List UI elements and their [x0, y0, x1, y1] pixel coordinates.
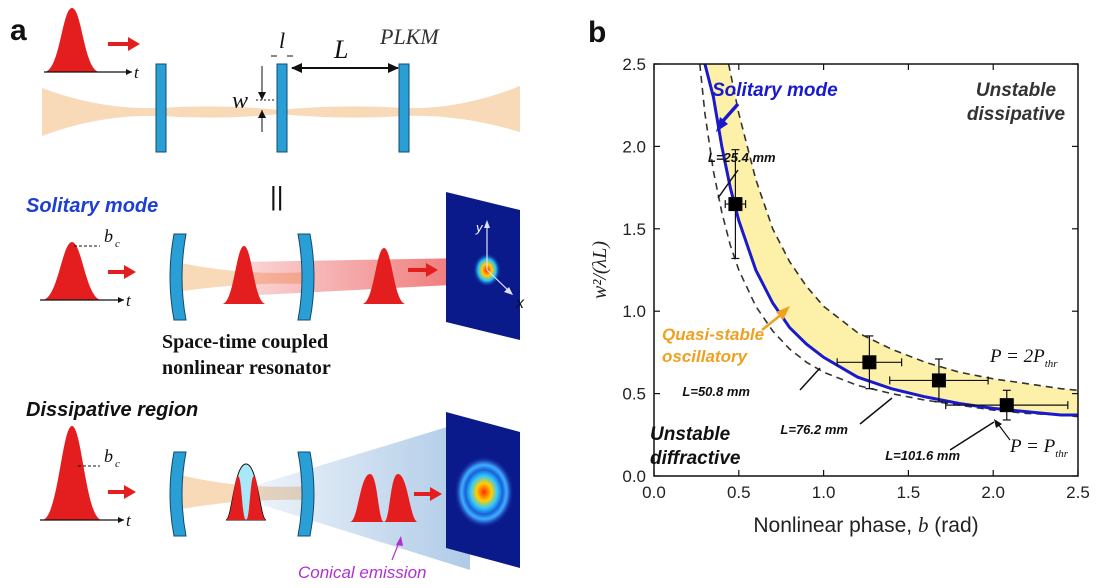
solitary-heading: Solitary mode	[26, 195, 158, 217]
y-tick-label: 0.5	[622, 385, 646, 404]
concave-mirror-4	[297, 451, 315, 537]
y-tick-label: 0.0	[622, 467, 646, 486]
resonator-caption-1: Space-time coupled	[162, 331, 328, 353]
data-point: L=50.8 mm	[682, 335, 903, 399]
plkm-label: PLKM	[379, 24, 440, 49]
svg-text:b: b	[104, 446, 113, 466]
mirror-1	[155, 63, 167, 153]
resonator-caption-2: nonlinear resonator	[162, 357, 331, 379]
x-tick-label: 2.5	[1066, 483, 1090, 502]
L-label: L	[333, 35, 348, 64]
data-point-label: L=101.6 mm	[885, 448, 960, 463]
solitary-mode-annotation: Solitary mode	[712, 80, 838, 101]
chart: b L=25.4 mmL=50.8 mmL=76.2 mmL=101.6 mm …	[588, 16, 1090, 537]
x-axis-label: x	[515, 295, 525, 312]
x-axis-label: Nonlinear phase, b (rad)	[753, 513, 978, 537]
data-point-label: L=76.2 mm	[780, 422, 848, 437]
p-lower-pointer	[997, 423, 1011, 441]
svg-text:t: t	[126, 511, 132, 530]
data-point: L=101.6 mm	[885, 389, 1069, 463]
solitary-output-beam	[240, 258, 470, 296]
quasi-stable-arrow	[761, 313, 783, 331]
data-point-label: L=25.4 mm	[708, 150, 776, 165]
data-point-pointer	[799, 367, 821, 391]
concave-mirror-3	[169, 451, 187, 537]
data-point-label: L=50.8 mm	[682, 384, 750, 399]
svg-text:c: c	[115, 458, 120, 470]
x-tick-label: 1.0	[812, 483, 836, 502]
mirror-3	[398, 63, 410, 153]
unstable-dissipative-1: Unstable	[976, 80, 1057, 101]
equals-label: ||	[270, 181, 284, 211]
data-point-pointer	[859, 397, 893, 425]
solitary-mode-arrow	[720, 102, 740, 124]
x-tick-label: 1.5	[897, 483, 921, 502]
svg-text:b: b	[104, 226, 113, 246]
solitary-mode-curve	[703, 63, 1078, 417]
dissipative-pulse	[42, 426, 102, 520]
w-label: w	[232, 88, 248, 114]
y-axis-label: w²/(λL)	[589, 241, 611, 299]
data-point: L=76.2 mm	[780, 358, 989, 437]
y-tick-label: 1.0	[622, 302, 646, 321]
data-marker	[931, 373, 946, 388]
data-marker	[728, 197, 743, 212]
p-2pthr-curve	[727, 63, 1079, 392]
output-split-pulse	[350, 474, 418, 522]
conical-beam	[240, 420, 470, 570]
concave-mirror-2	[297, 233, 315, 321]
p-upper-label: P = 2Pthr	[989, 346, 1058, 370]
p-lower-label: P = Pthr	[1009, 436, 1069, 460]
output-pulse	[362, 248, 406, 304]
svg-text:c: c	[115, 238, 120, 250]
conical-emission-label: Conical emission	[298, 563, 427, 582]
y-tick-label: 2.5	[622, 55, 646, 74]
mirror-2	[276, 63, 288, 153]
unstable-dissipative-2: dissipative	[967, 104, 1066, 125]
panel-a: a t l L PLKM w || Solitary mode t b c y …	[10, 8, 525, 582]
unstable-diffractive-2: diffractive	[650, 448, 741, 469]
y-axis-label: y	[475, 220, 484, 235]
p-pthr-curve	[698, 63, 1079, 418]
x-tick-label: 0.5	[727, 483, 751, 502]
dissipative-beam-spot	[454, 456, 514, 528]
x-tick-label: 0.0	[642, 483, 666, 502]
quasi-stable-2: oscillatory	[662, 347, 749, 366]
panel-a-label: a	[10, 14, 27, 47]
x-tick-label: 2.0	[981, 483, 1005, 502]
panel-b-label: b	[588, 16, 606, 49]
dissipative-heading: Dissipative region	[26, 399, 198, 421]
data-point: L=25.4 mm	[708, 149, 776, 260]
split-pulse-left	[226, 476, 246, 520]
solitary-pulse	[42, 242, 102, 300]
l-label: l	[279, 28, 285, 53]
data-point-pointer	[717, 169, 739, 199]
svg-text:t: t	[126, 291, 132, 310]
quasi-stable-region	[704, 64, 1078, 415]
top-t-label: t	[134, 63, 140, 82]
unstable-diffractive-1: Unstable	[650, 424, 731, 445]
data-point-pointer	[949, 421, 995, 451]
panel-b: b L=25.4 mm L=50.8 mm L=76.2 mm L=101.6 mm …	[570, 0, 1098, 583]
top-pulse	[44, 8, 100, 72]
concave-mirror-1	[169, 233, 187, 321]
data-marker	[999, 398, 1014, 413]
y-tick-label: 2.0	[622, 137, 646, 156]
quasi-stable-1: Quasi-stable	[662, 325, 764, 344]
plot-frame	[653, 63, 1079, 477]
split-pulse-right	[246, 476, 266, 520]
y-tick-label: 1.5	[622, 220, 646, 239]
intracavity-pulse	[222, 246, 266, 304]
data-marker	[862, 355, 877, 370]
